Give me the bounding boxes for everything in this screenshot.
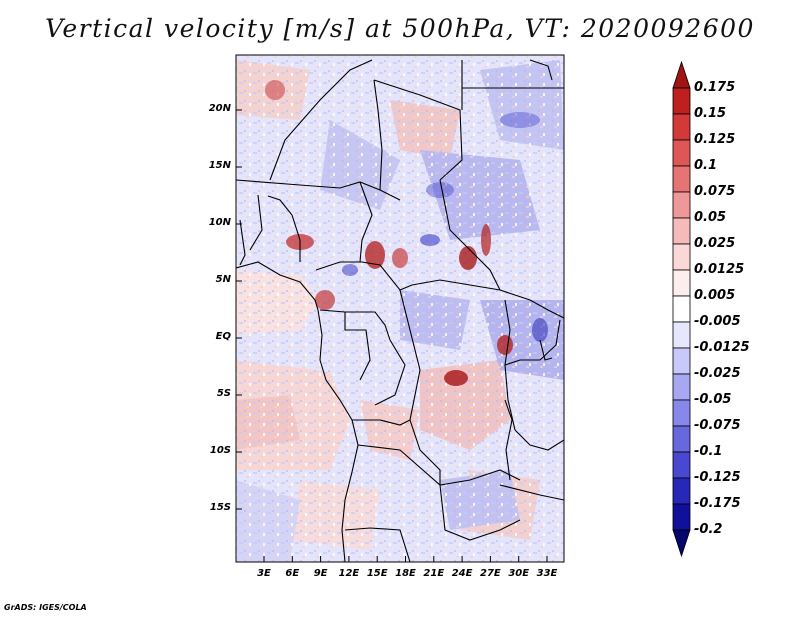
lat-tick-label: 10N: [208, 217, 231, 228]
colorbar-swatch: [672, 451, 691, 479]
colorbar-swatch: [672, 87, 691, 115]
lon-tick-label: 18E: [395, 568, 416, 579]
colorbar-swatch: [672, 269, 691, 297]
colorbar-label: 0.05: [694, 210, 727, 225]
grads-credit: GrADS: IGES/COLA: [4, 603, 87, 612]
colorbar-label: 0.15: [694, 106, 727, 121]
colorbar-swatch: [672, 243, 691, 271]
colorbar-label: -0.125: [694, 470, 741, 485]
colorbar-label: -0.175: [694, 496, 741, 511]
lon-tick-label: 15E: [366, 568, 388, 579]
lon-tick-label: 9E: [313, 568, 328, 579]
colorbar-label: 0.1: [694, 158, 718, 173]
colorbar-swatch: [672, 191, 691, 219]
colorbar-swatch: [672, 113, 691, 141]
colorbar-swatch: [672, 503, 691, 531]
colorbar-swatch: [672, 477, 691, 505]
colorbar-swatch: [672, 139, 691, 167]
figure-title: Vertical velocity [m/s] at 500hPa, VT: 2…: [45, 14, 755, 43]
colorbar-swatch: [672, 373, 691, 401]
colorbar-label: 0.125: [694, 132, 736, 147]
colorbar-label: -0.075: [694, 418, 741, 433]
lat-tick-label: EQ: [215, 331, 231, 342]
lat-tick-label: 15S: [209, 502, 231, 513]
colorbar-swatch: [672, 217, 691, 245]
colorbar-label: -0.025: [694, 366, 741, 381]
colorbar-swatch: [672, 321, 691, 349]
colorbar-label: -0.2: [694, 522, 723, 537]
lat-tick-label: 10S: [209, 445, 231, 456]
colorbar-label: 0.175: [694, 80, 736, 95]
lon-tick-label: 21E: [423, 568, 445, 579]
colorbar-label: 0.025: [694, 236, 736, 251]
colorbar: [672, 60, 691, 558]
lat-tick-label: 15N: [208, 160, 231, 171]
lat-tick-label: 5S: [216, 388, 231, 399]
lon-tick-label: 6E: [285, 568, 300, 579]
lat-tick-label: 20N: [208, 103, 231, 114]
colorbar-swatch: [672, 425, 691, 453]
map-frame: [235, 54, 565, 563]
colorbar-swatch: [672, 165, 691, 193]
colorbar-label: -0.05: [694, 392, 732, 407]
colorbar-swatch: [672, 399, 691, 427]
colorbar-swatch: [672, 295, 691, 323]
colorbar-label: 0.0125: [694, 262, 745, 277]
colorbar-label: -0.0125: [694, 340, 750, 355]
colorbar-label: -0.1: [694, 444, 723, 459]
colorbar-label: -0.005: [694, 314, 741, 329]
lon-tick-label: 30E: [508, 568, 530, 579]
lon-tick-label: 33E: [536, 568, 558, 579]
lat-tick-label: 5N: [215, 274, 231, 285]
colorbar-swatch: [672, 347, 691, 375]
country-borders: [236, 59, 564, 562]
colorbar-label: 0.075: [694, 184, 736, 199]
lon-tick-label: 24E: [451, 568, 473, 579]
colorbar-label: 0.005: [694, 288, 736, 303]
colorbar-bottom-arrow: [672, 529, 691, 558]
lon-tick-label: 27E: [480, 568, 501, 579]
colorbar-top-arrow: [672, 60, 691, 89]
velocity-field: [236, 55, 564, 562]
lon-tick-label: 3E: [257, 568, 271, 579]
lon-tick-label: 12E: [338, 568, 360, 579]
